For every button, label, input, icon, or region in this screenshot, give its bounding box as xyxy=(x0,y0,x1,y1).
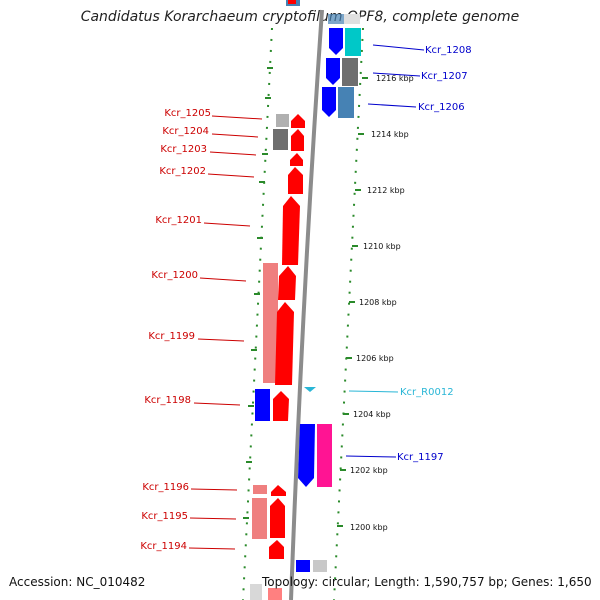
label-kcr-1198[interactable]: Kcr_1198 xyxy=(144,395,191,406)
label-kcr-1200[interactable]: Kcr_1200 xyxy=(151,270,198,281)
label-kcr-1195[interactable]: Kcr_1195 xyxy=(141,511,188,522)
label-kcr-1196[interactable]: Kcr_1196 xyxy=(142,482,189,493)
gene-kcr-1208-block[interactable] xyxy=(329,28,361,56)
label-kcr-1201[interactable]: Kcr_1201 xyxy=(155,215,202,226)
label-kcr-1205[interactable]: Kcr_1205 xyxy=(164,108,211,119)
gene-kcr-1201-block[interactable] xyxy=(282,196,300,265)
left-label-lines xyxy=(188,115,263,550)
tick-label-1206: 1206 kbp xyxy=(356,354,394,363)
gene-kcr-1199-block[interactable] xyxy=(275,302,294,385)
gene-kcr-1206-block[interactable] xyxy=(322,87,354,118)
gene-kcr-1194-block[interactable] xyxy=(269,540,284,559)
tick-label-1214: 1214 kbp xyxy=(371,130,409,139)
left-tick-marks xyxy=(243,67,273,519)
gene-kcr-1202-block[interactable] xyxy=(288,167,303,194)
bottom-clipped-genes xyxy=(250,560,327,600)
genome-backbone xyxy=(289,9,324,600)
gene-kcr-1204-block[interactable] xyxy=(273,129,304,151)
label-kcr-1194[interactable]: Kcr_1194 xyxy=(140,541,187,552)
genome-title: Candidatus Korarchaeum cryptofilum OPF8,… xyxy=(80,9,520,25)
gene-kcr-1197-block[interactable] xyxy=(298,424,332,487)
outer-dotted-arc-right xyxy=(333,27,364,600)
outer-dotted-arc-left xyxy=(242,27,273,600)
tick-label-1200: 1200 kbp xyxy=(350,523,388,532)
gene-kcr-1205-block[interactable] xyxy=(276,114,305,128)
gene-kcr-1207-block[interactable] xyxy=(326,58,358,86)
gene-kcr-r0012-marker[interactable] xyxy=(304,387,316,392)
label-kcr-r0012[interactable]: Kcr_R0012 xyxy=(400,387,454,398)
right-label-lines xyxy=(345,44,425,458)
gene-kcr-1203-block[interactable] xyxy=(290,153,303,166)
gene-kcr-1198-block[interactable] xyxy=(255,389,289,421)
accession-text: Accession: NC_010482 xyxy=(9,575,146,589)
label-kcr-1203[interactable]: Kcr_1203 xyxy=(160,144,207,155)
label-kcr-1204[interactable]: Kcr_1204 xyxy=(162,126,209,137)
right-tick-marks xyxy=(337,77,368,527)
label-kcr-1197[interactable]: Kcr_1197 xyxy=(397,452,444,463)
topology-text: Topology: circular; Length: 1,590,757 bp… xyxy=(262,575,592,589)
tick-label-1216: 1216 kbp xyxy=(376,74,414,83)
tick-label-1212: 1212 kbp xyxy=(367,186,405,195)
tick-label-1202: 1202 kbp xyxy=(350,466,388,475)
label-kcr-1208[interactable]: Kcr_1208 xyxy=(425,45,472,56)
label-kcr-1207[interactable]: Kcr_1207 xyxy=(421,71,468,82)
tick-label-1204: 1204 kbp xyxy=(353,410,391,419)
gene-kcr-1196-block[interactable] xyxy=(253,485,286,496)
top-clipped-genes xyxy=(286,0,360,24)
rna-label-line xyxy=(348,390,399,393)
tick-label-1210: 1210 kbp xyxy=(363,242,401,251)
gene-kcr-1200-block[interactable] xyxy=(263,263,296,383)
label-kcr-1206[interactable]: Kcr_1206 xyxy=(418,102,465,113)
label-kcr-1199[interactable]: Kcr_1199 xyxy=(148,331,195,342)
label-kcr-1202[interactable]: Kcr_1202 xyxy=(159,166,206,177)
gene-kcr-1195-block[interactable] xyxy=(252,498,285,539)
tick-label-1208: 1208 kbp xyxy=(359,298,397,307)
